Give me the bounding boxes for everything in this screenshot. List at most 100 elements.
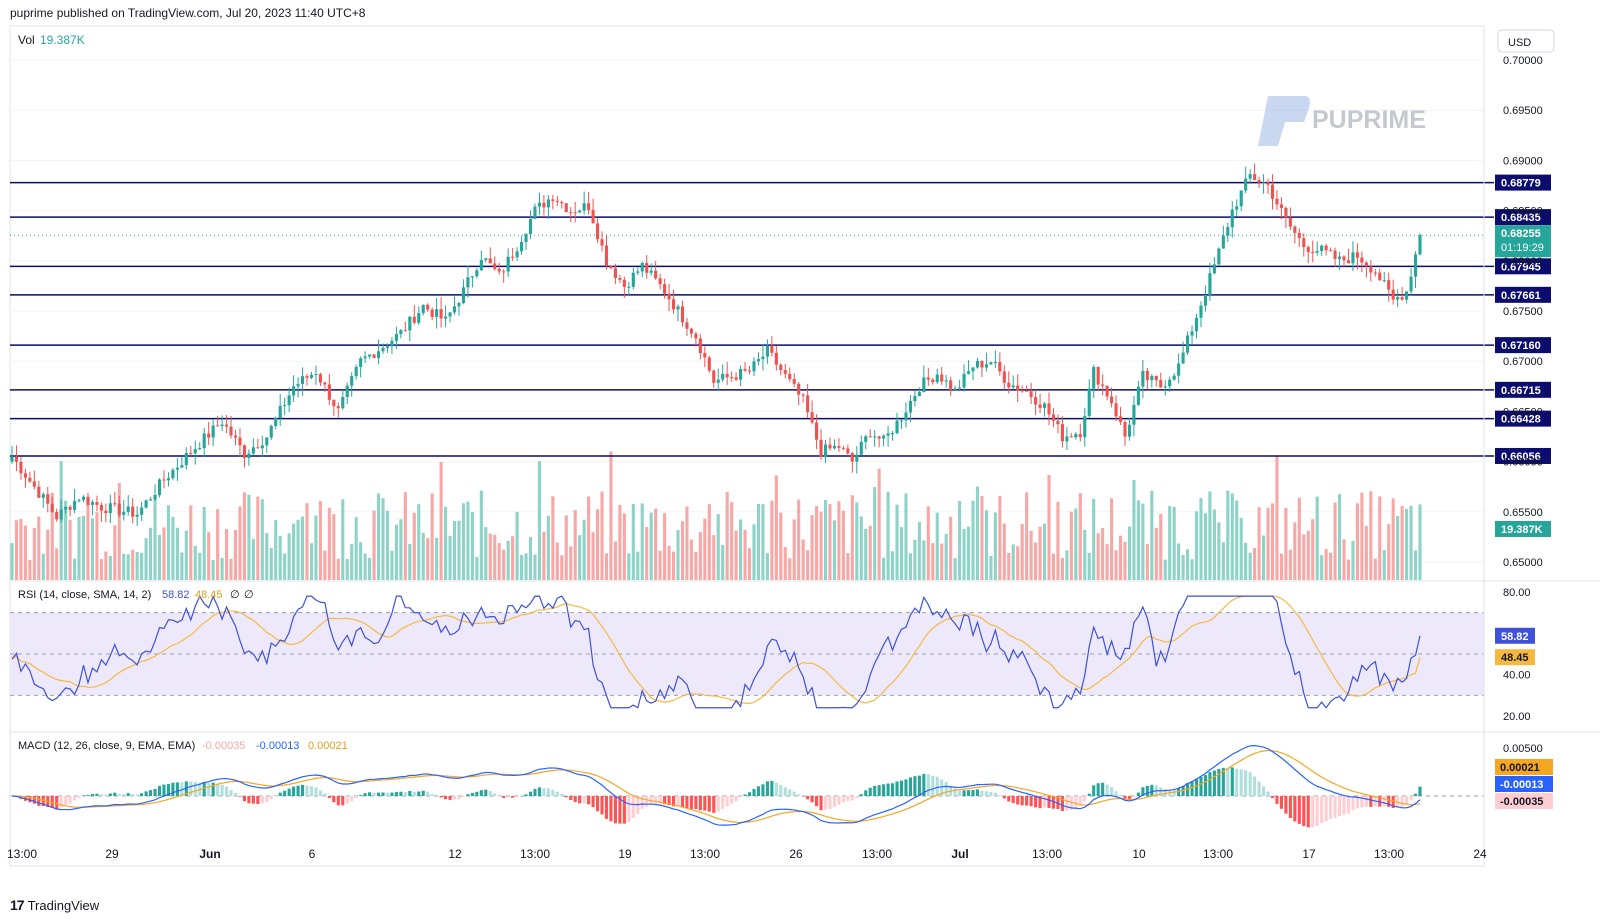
candle-body xyxy=(184,452,188,466)
volume-bar xyxy=(23,525,27,580)
candle-body xyxy=(1114,403,1118,417)
macd-hist-bar xyxy=(64,796,68,806)
candle-body xyxy=(95,502,99,505)
candle-body xyxy=(1011,385,1015,388)
macd-line xyxy=(11,745,1421,826)
volume-bar xyxy=(1342,539,1346,580)
macd-hist-bar xyxy=(1342,796,1346,815)
candle-body xyxy=(403,330,407,332)
volume-bar xyxy=(336,558,340,580)
candle-body xyxy=(873,436,877,438)
candle-body xyxy=(511,256,515,258)
macd-hist-bar xyxy=(1020,796,1024,806)
candle-body xyxy=(850,453,854,462)
volume-bar xyxy=(283,553,287,580)
macd-hist-bar xyxy=(725,796,729,807)
publish-info: puprime published on TradingView.com, Ju… xyxy=(10,6,366,20)
macd-hist-bar xyxy=(117,793,121,796)
candle-body xyxy=(1279,204,1283,208)
volume-bar xyxy=(573,510,577,580)
horizontal-levels: 0.68779 0.68435 0.67945 0.67661 0.67160 0.667… xyxy=(10,174,1551,464)
volume-bar xyxy=(461,503,466,580)
candle-body xyxy=(283,405,287,407)
volume-bar xyxy=(1364,526,1368,580)
candle-body xyxy=(998,361,1002,372)
volume-bar xyxy=(238,506,242,580)
candle-body xyxy=(390,340,394,347)
volume-bar xyxy=(166,505,171,580)
price-axis[interactable]: 0.70000 0.69500 0.69000 0.68500 0.68000 0.675… xyxy=(10,26,1600,866)
macd-hist-bar xyxy=(408,790,412,796)
candle-body xyxy=(721,373,725,380)
time-axis[interactable]: 13:00 29 Jun 6 12 13:00 19 13:00 26 13:00 Jul 13:00… xyxy=(7,847,1487,861)
candle-body xyxy=(524,233,528,242)
candle-body xyxy=(855,454,859,462)
candle-body xyxy=(645,262,649,273)
volume-bar xyxy=(1405,508,1409,580)
macd-hist-bar xyxy=(216,783,220,796)
candle-body xyxy=(122,511,126,515)
candle-body xyxy=(1007,382,1011,388)
macd-hist-bar xyxy=(721,796,725,809)
volume-bar xyxy=(1396,515,1400,580)
candle-body xyxy=(604,245,609,266)
time-tick-label: 17 xyxy=(1302,847,1316,861)
volume-bar xyxy=(341,499,345,580)
candle-body xyxy=(1315,250,1319,253)
macd-hist-bar xyxy=(144,791,148,796)
macd-hist-bar xyxy=(300,784,305,796)
volume-bar xyxy=(497,543,501,580)
candle-body xyxy=(1226,227,1230,236)
candle-body xyxy=(654,270,658,279)
volume-bar xyxy=(345,559,349,580)
candle-body xyxy=(399,330,403,335)
candle-body xyxy=(175,467,179,470)
macd-hist-bar xyxy=(676,796,680,807)
candle-body xyxy=(466,277,470,288)
candle-body xyxy=(1208,273,1212,296)
volume-bar xyxy=(645,527,649,580)
volume-bar xyxy=(533,554,537,580)
candle-body xyxy=(569,212,573,214)
candle-body xyxy=(537,202,542,207)
macd-hist-bar xyxy=(671,796,676,807)
volume-bar xyxy=(600,491,604,580)
candle-body xyxy=(23,473,27,478)
volume-bar xyxy=(381,498,385,580)
macd-hist-bar xyxy=(470,792,474,796)
volume-bar xyxy=(1181,555,1185,580)
rsi-value-tag-label: 58.82 xyxy=(1501,631,1529,643)
volume-bar xyxy=(1315,496,1319,580)
candle-body xyxy=(1387,280,1391,290)
macd-hist-bar xyxy=(506,796,510,798)
price-tick-label: 0.66500 xyxy=(1503,406,1543,418)
volume-bar xyxy=(1101,527,1105,580)
volume-bar xyxy=(108,556,112,580)
macd-hist-bar xyxy=(242,796,246,802)
candle-body xyxy=(1145,370,1149,381)
vol-value: 19.387K xyxy=(40,33,85,47)
candle-body xyxy=(815,422,819,440)
candle-body xyxy=(810,412,814,423)
candle-body xyxy=(520,241,524,252)
volume-bar xyxy=(721,544,725,580)
candle-body xyxy=(631,272,635,287)
volume-bar xyxy=(926,506,930,580)
candle-body xyxy=(1029,391,1033,398)
macd-hist-bar xyxy=(797,794,801,796)
volume-bar xyxy=(712,535,716,580)
macd-hist-bar xyxy=(287,788,291,796)
volume-tag-label: 19.387K xyxy=(1501,524,1543,536)
candle-body xyxy=(430,309,434,317)
candle-body xyxy=(1261,182,1266,184)
volume-bar xyxy=(806,550,810,580)
currency-button[interactable]: USD xyxy=(1497,29,1555,53)
candle-body xyxy=(1221,235,1225,249)
macd-hist-bar xyxy=(1311,796,1315,828)
candle-body xyxy=(962,373,966,388)
tradingview-logo-icon: 17 xyxy=(10,897,25,913)
candle-body xyxy=(475,270,479,277)
candle-body xyxy=(1324,245,1328,251)
time-tick-label: 13:00 xyxy=(1203,847,1233,861)
